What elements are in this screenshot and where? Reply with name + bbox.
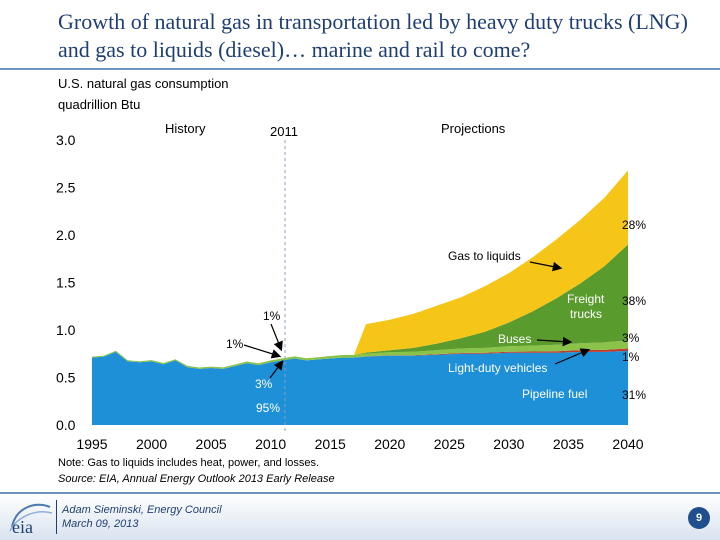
presenter-name: Adam Sieminski, Energy Council: [62, 504, 222, 516]
x-tick-label: 2035: [553, 436, 584, 452]
units-line-1: U.S. natural gas consumption: [58, 76, 229, 91]
share-2011-pipeline: 95%: [256, 401, 280, 415]
pipeline-label: Pipeline fuel: [522, 387, 587, 401]
area-pipeline-fuel: [92, 350, 628, 425]
share-2040-freight: 38%: [622, 294, 646, 308]
share-2011-buses-arrow: [243, 344, 282, 359]
x-tick-label: 2005: [196, 436, 227, 452]
eia-logo-icon: eia: [9, 503, 53, 537]
x-tick-label: 2040: [612, 436, 643, 452]
projections-label: Projections: [441, 121, 506, 136]
footer-band: [0, 494, 720, 540]
share-2011-ldv-arrow: [269, 360, 284, 379]
year-2011-label: 2011: [270, 124, 298, 139]
y-tick-label: 2.0: [56, 227, 76, 243]
x-tick-label: 1995: [76, 436, 107, 452]
presenter-info: Adam Sieminski, Energy Council March 09,…: [62, 503, 222, 531]
share-2040-buses: 3%: [622, 331, 640, 345]
history-label: History: [165, 121, 206, 136]
page-number: 9: [688, 507, 710, 529]
share-2040-gtl: 28%: [622, 218, 646, 232]
logo-divider: [56, 500, 57, 534]
gas-to-liquids-arrow: [529, 261, 563, 272]
chart-note: Note: Gas to liquids includes heat, powe…: [58, 457, 320, 469]
share-2011-ldv: 3%: [255, 377, 273, 391]
share-2011-gtl-arrow: [270, 323, 283, 352]
footer-divider: [0, 492, 720, 494]
units-line-2: quadrillion Btu: [58, 97, 141, 112]
y-tick-label: 1.5: [56, 275, 76, 291]
share-2040-ldv: 1%: [622, 350, 640, 364]
x-tick-label: 2030: [493, 436, 524, 452]
freight-trucks-label: Freight trucks: [567, 292, 608, 321]
area-gas-to-liquids: [92, 170, 628, 368]
area-freight-trucks: [92, 244, 628, 368]
logo-text: eia: [12, 517, 33, 537]
buses-arrow: [536, 336, 573, 347]
x-tick-label: 2020: [374, 436, 405, 452]
buses-label: Buses: [498, 332, 531, 346]
y-tick-label: 0.0: [56, 417, 76, 433]
title-divider: [0, 68, 720, 70]
x-tick-label: 2010: [255, 436, 286, 452]
y-tick-label: 3.0: [56, 132, 76, 148]
area-light-duty-vehicles: [92, 348, 628, 369]
share-2011-buses: 1%: [226, 337, 244, 351]
slide-title: Growth of natural gas in transportation …: [58, 9, 688, 62]
share-2040-pipeline: 31%: [622, 388, 646, 402]
chart-source: Source: EIA, Annual Energy Outlook 2013 …: [58, 473, 335, 485]
x-tick-label: 2025: [434, 436, 465, 452]
units-label: U.S. natural gas consumption quadrillion…: [58, 73, 229, 115]
share-2011-gtl: 1%: [263, 309, 281, 323]
gas-to-liquids-label: Gas to liquids: [448, 249, 521, 263]
y-tick-label: 1.0: [56, 322, 76, 338]
x-tick-label: 2015: [315, 436, 346, 452]
y-tick-label: 0.5: [56, 370, 76, 386]
y-tick-label: 2.5: [56, 180, 76, 196]
light-duty-arrow: [554, 348, 591, 365]
area-buses: [92, 340, 628, 369]
light-duty-label: Light-duty vehicles: [448, 361, 547, 375]
presenter-date: March 09, 2013: [62, 518, 139, 530]
x-tick-label: 2000: [136, 436, 167, 452]
